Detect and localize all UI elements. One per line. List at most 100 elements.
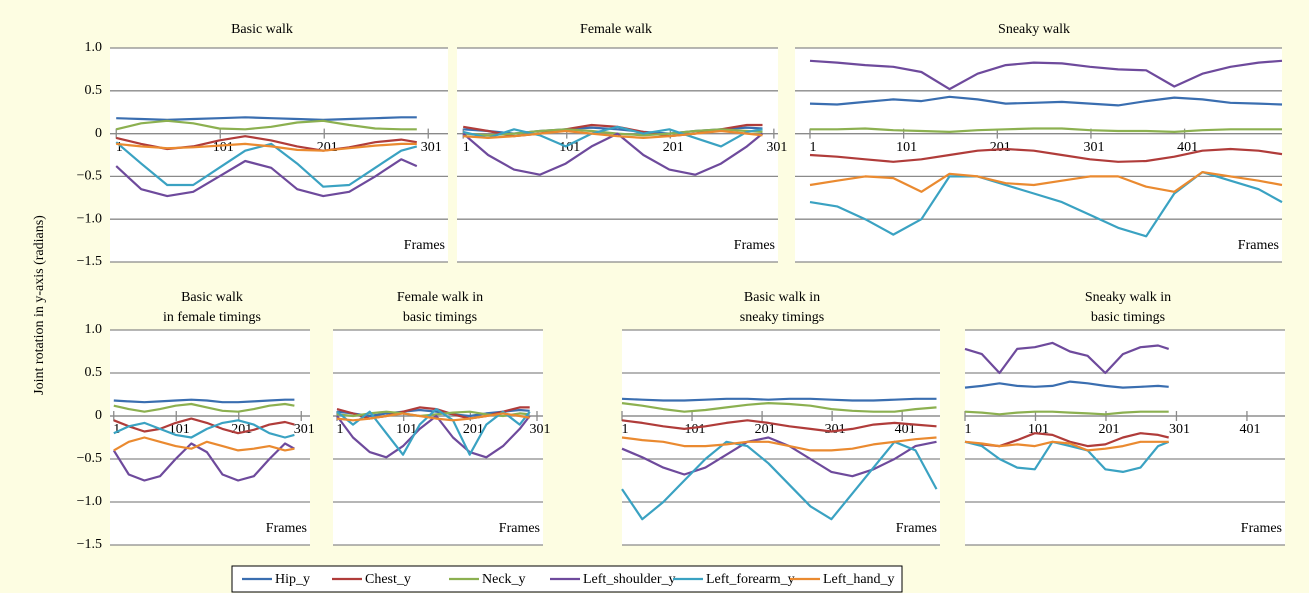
y-tick-label: 0.5 <box>85 83 103 98</box>
x-tick-label: 1 <box>622 422 629 437</box>
series-line <box>809 171 1283 193</box>
plot-area <box>622 330 940 545</box>
series-line <box>621 419 937 433</box>
series-line <box>462 125 763 148</box>
panel-title: Basic walk in <box>744 290 820 305</box>
x-tick-label: 201 <box>1098 422 1119 437</box>
y-tick-label: −1.5 <box>77 254 102 269</box>
legend-label: Hip_y <box>275 572 310 587</box>
panel-title: Sneaky walk in <box>1085 290 1171 305</box>
x-axis-label: Frames <box>1241 521 1282 536</box>
panel-title: sneaky timings <box>740 310 824 325</box>
legend-label: Left_shoulder_y <box>583 572 676 587</box>
series-line <box>621 436 937 478</box>
x-tick-label: 301 <box>825 422 846 437</box>
panel-title: Basic walk <box>181 290 243 305</box>
series-line <box>964 341 1170 375</box>
y-tick-label: −0.5 <box>77 451 102 466</box>
series-line <box>115 141 418 188</box>
x-tick-label: 201 <box>990 140 1011 155</box>
x-axis-label: Frames <box>499 521 540 536</box>
series-line <box>112 442 295 482</box>
series-line <box>964 440 1170 473</box>
series-line <box>809 147 1283 163</box>
x-tick-label: 301 <box>766 140 787 155</box>
x-axis-label: Frames <box>404 238 445 253</box>
x-tick-label: 101 <box>685 422 706 437</box>
plot-area <box>795 48 1282 262</box>
panel-title: Basic walk <box>231 22 293 37</box>
plot-area <box>333 330 543 545</box>
series-line <box>113 402 295 413</box>
y-axis-label: Joint rotation in y-axis (radians) <box>32 215 47 395</box>
x-tick-label: 1 <box>965 422 972 437</box>
x-tick-label: 1 <box>113 422 120 437</box>
series-line <box>621 440 938 521</box>
series-line <box>115 158 418 198</box>
panel-title: basic timings <box>1091 310 1165 325</box>
panel-title: Female walk in <box>397 290 483 305</box>
x-tick-label: 201 <box>463 422 484 437</box>
y-tick-label: −1.0 <box>77 494 102 509</box>
y-tick-label: −1.5 <box>77 537 102 552</box>
x-tick-label: 301 <box>1083 140 1104 155</box>
series-line <box>336 412 530 422</box>
x-tick-label: 101 <box>559 140 580 155</box>
legend-label: Left_forearm_y <box>706 572 795 587</box>
legend-label: Left_hand_y <box>823 572 895 587</box>
x-tick-label: 1 <box>116 140 123 155</box>
series-line <box>113 436 295 452</box>
x-tick-label: 301 <box>294 422 315 437</box>
x-axis-label: Frames <box>734 238 775 253</box>
series-line <box>113 398 295 404</box>
x-tick-label: 1 <box>463 140 470 155</box>
series-line <box>462 132 764 176</box>
panel-title: basic timings <box>403 310 477 325</box>
x-tick-label: 301 <box>421 140 442 155</box>
x-tick-label: 1 <box>809 140 816 155</box>
y-tick-label: −1.0 <box>77 211 102 226</box>
series-line <box>463 129 763 139</box>
y-tick-label: 1.0 <box>85 40 103 55</box>
x-tick-label: 101 <box>896 140 917 155</box>
x-tick-label: 401 <box>1239 422 1260 437</box>
series-line <box>964 380 1169 389</box>
x-tick-label: 101 <box>213 140 234 155</box>
series-line <box>113 419 295 439</box>
series-line <box>809 95 1283 107</box>
x-tick-label: 1 <box>337 422 344 437</box>
x-axis-label: Frames <box>896 521 937 536</box>
legend-label: Chest_y <box>365 572 411 587</box>
legend-label: Neck_y <box>482 572 526 587</box>
x-tick-label: 201 <box>663 140 684 155</box>
series-line <box>964 440 1169 452</box>
x-tick-label: 401 <box>1177 140 1198 155</box>
x-axis-label: Frames <box>266 521 307 536</box>
y-tick-label: 0.5 <box>85 365 103 380</box>
x-tick-label: 101 <box>396 422 417 437</box>
series-line <box>621 397 937 402</box>
series-line <box>621 436 937 452</box>
plot-area <box>110 330 310 545</box>
y-tick-label: 0 <box>95 126 102 141</box>
series-line <box>113 417 295 435</box>
panel-title: Sneaky walk <box>998 22 1070 37</box>
y-tick-label: 0 <box>95 408 102 423</box>
y-tick-label: −0.5 <box>77 169 102 184</box>
series-line <box>810 127 1282 133</box>
x-axis-label: Frames <box>1238 238 1279 253</box>
series-line <box>116 142 417 152</box>
series-line <box>964 410 1169 416</box>
series-line <box>115 119 417 131</box>
series-line <box>336 408 531 456</box>
x-tick-label: 201 <box>755 422 776 437</box>
series-line <box>809 59 1283 91</box>
x-tick-label: 201 <box>317 140 338 155</box>
panel-title: in female timings <box>163 310 261 325</box>
panel-title: Female walk <box>580 22 652 37</box>
x-tick-label: 301 <box>530 422 551 437</box>
series-line <box>336 414 531 459</box>
x-tick-label: 301 <box>1169 422 1190 437</box>
x-tick-label: 401 <box>895 422 916 437</box>
